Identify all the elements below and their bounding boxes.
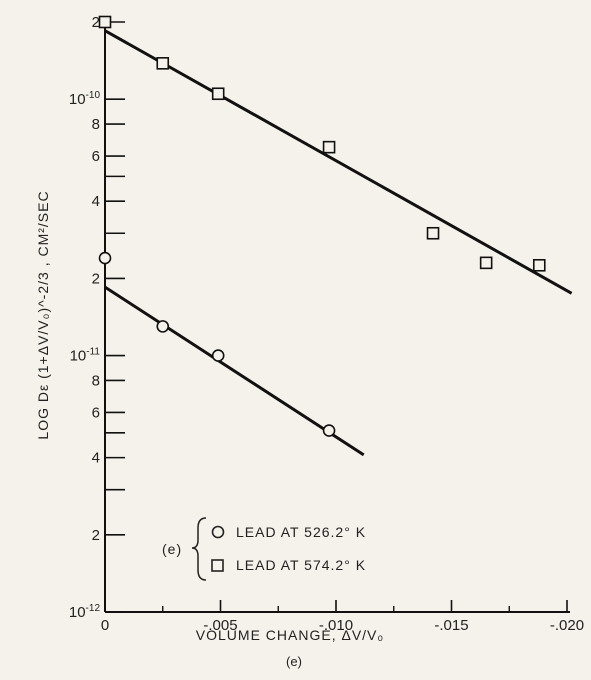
point-square <box>322 140 336 154</box>
point-square <box>532 258 546 272</box>
point-square <box>211 87 225 101</box>
y-tick-label: 10-11 <box>70 347 101 365</box>
fit-line-circle <box>104 285 365 457</box>
legend-marker-square <box>211 559 224 572</box>
legend-label-574: LEAD AT 574.2° K <box>236 557 366 573</box>
x-tick-label: 0 <box>101 617 109 634</box>
y-axis-title: LOG Dε (1+ΔV/V₀)^-2/3 , CM²/SEC <box>35 190 51 439</box>
point-square <box>98 15 112 29</box>
y-tick-label: 10-10 <box>69 90 101 108</box>
x-tick-label: -.010 <box>319 617 353 634</box>
y-tick-label: 2 <box>92 527 100 544</box>
y-ticks: 10-12 2 4 6 8 10-11 2 4 6 8 10-10 2 <box>69 14 125 621</box>
axes <box>104 18 570 613</box>
point-circle <box>156 320 170 333</box>
y-tick-label: 4 <box>92 193 100 210</box>
figure-caption: (e) <box>286 654 302 669</box>
x-tick-label: -.005 <box>203 617 237 634</box>
y-tick-label: 2 <box>92 14 100 31</box>
y-tick-label: 4 <box>92 450 100 467</box>
x-ticks: 0 -.005 -.010 -.015 -.020 <box>101 600 584 634</box>
y-tick-label: 8 <box>92 116 100 133</box>
x-axis-title: VOLUME CHANGE, ΔV/V₀ <box>196 627 384 643</box>
point-square <box>479 256 493 270</box>
legend-prefix: (e) <box>162 541 182 557</box>
fit-line-square <box>104 29 573 295</box>
y-tick-label: 8 <box>92 372 100 389</box>
y-tick-label: 6 <box>92 404 100 421</box>
point-circle <box>211 349 225 362</box>
x-tick-label: -.020 <box>550 617 584 634</box>
point-circle <box>322 424 336 437</box>
legend-label-526: LEAD AT 526.2° K <box>236 524 366 540</box>
y-tick-label: 6 <box>92 148 100 165</box>
x-tick-label: -.015 <box>434 617 468 634</box>
point-square <box>426 226 440 240</box>
y-tick-label: 2 <box>92 270 100 287</box>
legend: (e) LEAD AT 526.2° K LEAD AT 574.2° K <box>162 517 366 581</box>
y-tick-label: 10-12 <box>69 603 101 621</box>
y-axis-title-group: LOG Dε (1+ΔV/V₀)^-2/3 , CM²/SEC <box>35 190 51 439</box>
data-points <box>98 15 546 437</box>
point-square <box>156 57 170 70</box>
legend-marker-circle <box>211 525 225 539</box>
fit-lines <box>104 29 573 457</box>
legend-brace <box>191 517 207 581</box>
point-circle <box>98 251 112 265</box>
